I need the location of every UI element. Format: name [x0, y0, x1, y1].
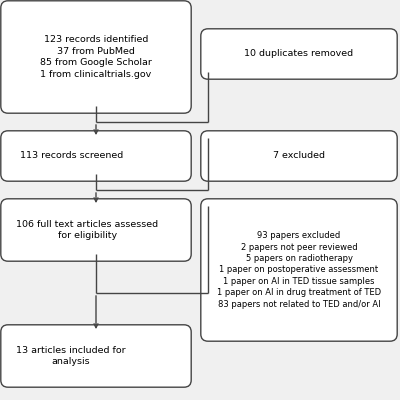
- Text: 7 excluded: 7 excluded: [273, 152, 325, 160]
- Text: 13 articles included for
analysis: 13 articles included for analysis: [16, 346, 126, 366]
- FancyBboxPatch shape: [1, 325, 191, 387]
- FancyBboxPatch shape: [1, 1, 191, 113]
- Text: 106 full text articles assessed
for eligibility: 106 full text articles assessed for elig…: [16, 220, 158, 240]
- FancyBboxPatch shape: [201, 199, 397, 341]
- Text: 10 duplicates removed: 10 duplicates removed: [244, 50, 354, 58]
- FancyBboxPatch shape: [201, 29, 397, 79]
- FancyBboxPatch shape: [1, 199, 191, 261]
- Text: 123 records identified
37 from PubMed
85 from Google Scholar
1 from clinicaltria: 123 records identified 37 from PubMed 85…: [40, 35, 152, 79]
- FancyBboxPatch shape: [1, 131, 191, 181]
- Text: 113 records screened: 113 records screened: [20, 152, 123, 160]
- Text: 93 papers excluded
2 papers not peer reviewed
5 papers on radiotherapy
1 paper o: 93 papers excluded 2 papers not peer rev…: [217, 231, 381, 309]
- FancyBboxPatch shape: [201, 131, 397, 181]
